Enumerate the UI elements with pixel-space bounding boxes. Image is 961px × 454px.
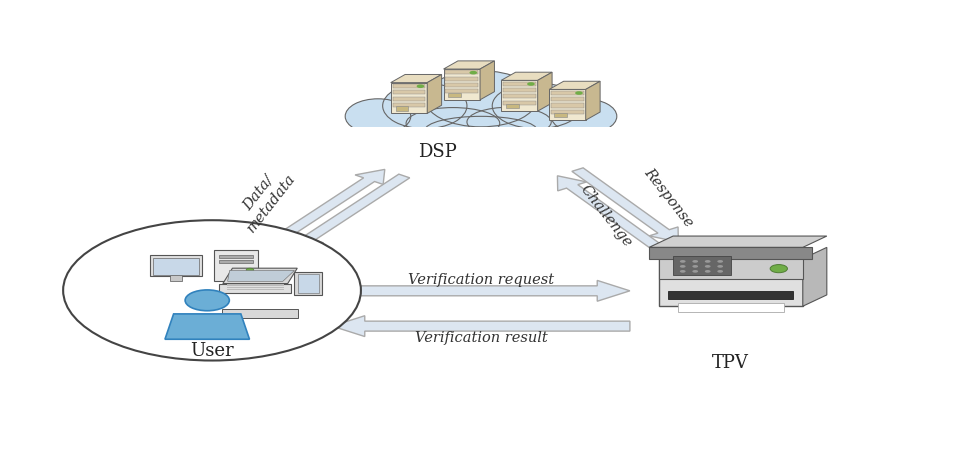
- Ellipse shape: [406, 108, 499, 139]
- FancyBboxPatch shape: [658, 247, 802, 306]
- FancyBboxPatch shape: [293, 272, 322, 295]
- Text: DSP: DSP: [418, 143, 456, 161]
- FancyBboxPatch shape: [554, 113, 566, 118]
- Text: User: User: [190, 342, 234, 360]
- FancyBboxPatch shape: [445, 83, 478, 87]
- Polygon shape: [443, 61, 494, 69]
- Circle shape: [679, 260, 685, 263]
- FancyBboxPatch shape: [392, 97, 425, 101]
- Polygon shape: [480, 61, 494, 100]
- FancyBboxPatch shape: [551, 104, 583, 108]
- FancyBboxPatch shape: [392, 90, 425, 94]
- Circle shape: [704, 265, 710, 268]
- FancyBboxPatch shape: [678, 303, 783, 311]
- FancyBboxPatch shape: [153, 258, 198, 275]
- Polygon shape: [390, 74, 441, 83]
- Circle shape: [679, 265, 685, 268]
- Ellipse shape: [492, 83, 581, 128]
- Polygon shape: [223, 268, 297, 284]
- Circle shape: [770, 265, 787, 273]
- Ellipse shape: [345, 99, 410, 134]
- Polygon shape: [571, 168, 678, 242]
- FancyBboxPatch shape: [445, 70, 478, 74]
- FancyBboxPatch shape: [503, 82, 535, 86]
- Polygon shape: [556, 176, 663, 250]
- FancyBboxPatch shape: [445, 77, 478, 81]
- Circle shape: [63, 220, 360, 360]
- FancyBboxPatch shape: [219, 260, 253, 263]
- FancyBboxPatch shape: [221, 309, 298, 317]
- Polygon shape: [332, 281, 629, 301]
- Circle shape: [692, 270, 698, 273]
- FancyBboxPatch shape: [340, 127, 621, 148]
- Text: Data/
metadata: Data/ metadata: [232, 161, 298, 234]
- Circle shape: [692, 265, 698, 268]
- FancyBboxPatch shape: [219, 255, 253, 258]
- Polygon shape: [332, 316, 629, 336]
- FancyBboxPatch shape: [227, 285, 283, 286]
- FancyBboxPatch shape: [214, 250, 258, 281]
- Circle shape: [679, 270, 685, 273]
- FancyBboxPatch shape: [551, 110, 583, 114]
- FancyBboxPatch shape: [668, 291, 793, 300]
- Circle shape: [527, 82, 534, 86]
- Ellipse shape: [382, 83, 466, 128]
- FancyBboxPatch shape: [227, 287, 283, 288]
- Text: Verification result: Verification result: [414, 331, 547, 345]
- Circle shape: [246, 268, 254, 272]
- FancyBboxPatch shape: [503, 88, 535, 92]
- Text: Verification request: Verification request: [407, 273, 554, 287]
- FancyBboxPatch shape: [219, 284, 291, 293]
- Circle shape: [717, 260, 723, 263]
- FancyBboxPatch shape: [501, 80, 537, 111]
- Circle shape: [692, 260, 698, 263]
- Polygon shape: [802, 247, 825, 306]
- Circle shape: [717, 270, 723, 273]
- FancyBboxPatch shape: [503, 101, 535, 105]
- FancyBboxPatch shape: [297, 274, 318, 293]
- Ellipse shape: [425, 116, 536, 144]
- FancyBboxPatch shape: [445, 89, 478, 94]
- Polygon shape: [649, 236, 825, 247]
- FancyBboxPatch shape: [549, 89, 585, 120]
- Polygon shape: [228, 271, 294, 281]
- FancyBboxPatch shape: [390, 83, 427, 114]
- Circle shape: [717, 265, 723, 268]
- FancyBboxPatch shape: [503, 94, 535, 99]
- FancyBboxPatch shape: [170, 276, 182, 281]
- Circle shape: [704, 260, 710, 263]
- FancyBboxPatch shape: [658, 247, 802, 279]
- Circle shape: [469, 71, 477, 74]
- Polygon shape: [268, 169, 384, 244]
- Polygon shape: [164, 314, 249, 339]
- Text: TPV: TPV: [711, 354, 749, 372]
- FancyBboxPatch shape: [448, 93, 460, 97]
- FancyBboxPatch shape: [227, 289, 283, 291]
- FancyBboxPatch shape: [649, 247, 812, 259]
- Circle shape: [185, 290, 229, 311]
- FancyBboxPatch shape: [505, 104, 518, 109]
- Ellipse shape: [425, 71, 536, 127]
- FancyBboxPatch shape: [149, 255, 202, 276]
- Ellipse shape: [466, 107, 551, 137]
- Circle shape: [575, 91, 582, 95]
- FancyBboxPatch shape: [673, 257, 730, 275]
- FancyBboxPatch shape: [443, 69, 480, 100]
- Text: Response: Response: [640, 165, 695, 230]
- Polygon shape: [549, 81, 600, 89]
- FancyBboxPatch shape: [392, 84, 425, 88]
- FancyBboxPatch shape: [551, 97, 583, 101]
- Polygon shape: [293, 174, 409, 248]
- Polygon shape: [537, 72, 552, 111]
- Ellipse shape: [551, 99, 616, 134]
- Polygon shape: [427, 74, 441, 114]
- FancyBboxPatch shape: [392, 103, 425, 107]
- Polygon shape: [585, 81, 600, 120]
- Polygon shape: [501, 72, 552, 80]
- FancyBboxPatch shape: [395, 106, 407, 111]
- Circle shape: [416, 84, 424, 88]
- Text: Challenge: Challenge: [577, 182, 633, 249]
- Circle shape: [704, 270, 710, 273]
- FancyBboxPatch shape: [551, 91, 583, 95]
